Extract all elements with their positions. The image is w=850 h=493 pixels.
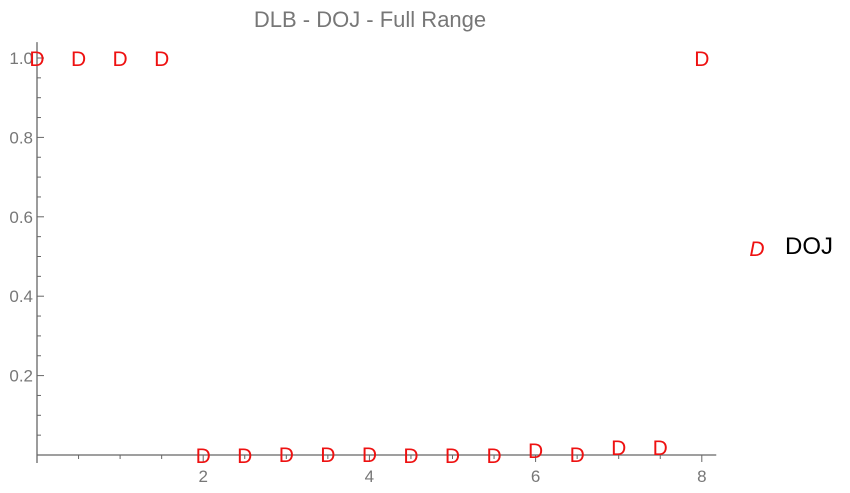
data-marks: D D D D D D D D D D D D D D D D D [29,48,709,468]
data-point: D [29,48,44,71]
data-point: D [237,445,252,468]
y-tick-label: 1.0 [9,49,33,68]
x-tick-label: 8 [697,467,706,486]
data-point: D [113,48,128,71]
data-point: D [445,445,460,468]
data-point: D [403,445,418,468]
data-point: D [279,444,294,467]
data-point: D [694,48,709,71]
x-tick-label: 2 [198,467,207,486]
data-point: D [570,444,585,467]
data-point: D [528,440,543,463]
data-point: D [486,445,501,468]
data-point: D [653,437,668,460]
data-point: D [196,445,211,468]
y-tick-label: 0.4 [9,287,33,306]
data-point: D [320,444,335,467]
data-point: D [154,48,169,71]
x-tick-label: 6 [531,467,540,486]
y-tick-label: 0.6 [9,208,33,227]
data-point: D [71,48,86,71]
y-tick-label: 0.8 [9,128,33,147]
data-point: D [362,444,377,467]
y-tick-label: 0.2 [9,367,33,386]
data-point: D [611,437,626,460]
legend: D DOJ [749,233,833,261]
legend-marker-d: D [749,238,764,261]
legend-label-doj: DOJ [785,233,833,260]
axes: 2 4 6 8 0.2 0.4 0.6 0.8 1.0 [9,42,717,486]
x-tick-label: 4 [365,467,374,486]
chart-title: DLB - DOJ - Full Range [254,7,486,32]
